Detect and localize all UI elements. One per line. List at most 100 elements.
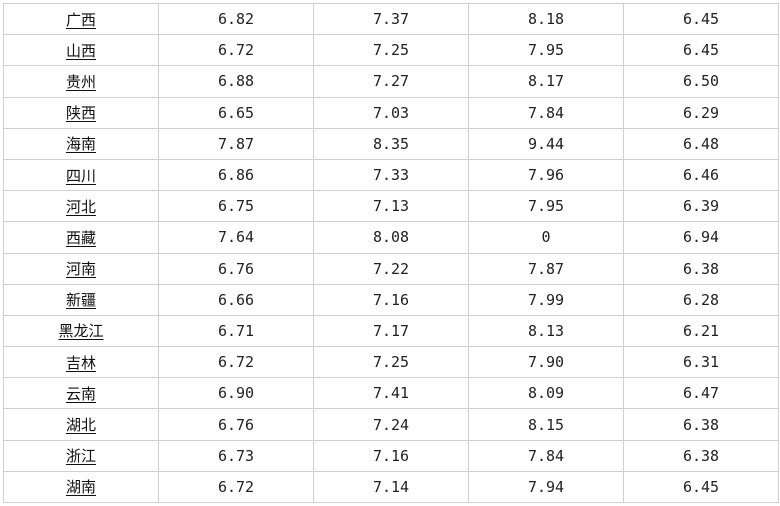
region-link[interactable]: 湖南 [65, 478, 96, 497]
region-link[interactable]: 四川 [65, 166, 96, 185]
price-cell: 7.25 [313, 346, 469, 379]
price-cell: 7.64 [158, 221, 314, 254]
region-cell: 黑龙江 [3, 314, 159, 348]
region-link[interactable]: 新疆 [65, 291, 96, 310]
price-cell: 6.72 [158, 470, 314, 504]
price-cell: 6.21 [623, 314, 779, 348]
price-cell: 6.88 [158, 65, 314, 98]
price-cell: 7.94 [468, 470, 624, 504]
region-link[interactable]: 陕西 [65, 104, 96, 123]
region-cell: 陕西 [3, 96, 159, 129]
region-link[interactable]: 山西 [65, 41, 96, 60]
price-cell: 7.95 [468, 34, 624, 67]
region-cell: 云南 [3, 377, 159, 410]
price-table: 广西 6.82 7.37 8.18 6.45 山西 6.72 7.25 7.95 6.45 贵州 6.… [3, 2, 779, 504]
table-row: 湖南 6.72 7.14 7.94 6.45 [3, 470, 779, 504]
table-row: 河南 6.76 7.22 7.87 6.38 [3, 252, 779, 285]
region-cell: 吉林 [3, 346, 159, 379]
price-cell: 6.75 [158, 190, 314, 223]
price-cell: 6.45 [623, 2, 779, 36]
region-cell: 浙江 [3, 439, 159, 472]
region-cell: 新疆 [3, 283, 159, 316]
price-cell: 8.09 [468, 377, 624, 410]
table-row: 贵州 6.88 7.27 8.17 6.50 [3, 65, 779, 98]
price-cell: 6.76 [158, 252, 314, 285]
price-cell: 9.44 [468, 127, 624, 160]
price-cell: 6.76 [158, 408, 314, 441]
table-row: 海南 7.87 8.35 9.44 6.48 [3, 127, 779, 160]
region-link[interactable]: 吉林 [65, 353, 96, 372]
table-row: 黑龙江 6.71 7.17 8.13 6.21 [3, 314, 779, 348]
price-cell: 6.38 [623, 439, 779, 472]
price-cell: 7.27 [313, 65, 469, 98]
price-cell: 6.86 [158, 158, 314, 192]
price-cell: 6.28 [623, 283, 779, 316]
price-cell: 7.95 [468, 190, 624, 223]
table-row: 吉林 6.72 7.25 7.90 6.31 [3, 346, 779, 379]
region-link[interactable]: 河南 [65, 260, 96, 279]
price-cell: 8.17 [468, 65, 624, 98]
region-link[interactable]: 云南 [65, 384, 96, 403]
table-row: 四川 6.86 7.33 7.96 6.46 [3, 158, 779, 192]
price-cell: 7.96 [468, 158, 624, 192]
price-cell: 6.31 [623, 346, 779, 379]
price-cell: 8.18 [468, 2, 624, 36]
price-cell: 6.47 [623, 377, 779, 410]
region-link[interactable]: 贵州 [65, 72, 96, 91]
price-cell: 7.13 [313, 190, 469, 223]
table-row: 广西 6.82 7.37 8.18 6.45 [3, 2, 779, 36]
price-cell: 7.99 [468, 283, 624, 316]
price-cell: 6.71 [158, 314, 314, 348]
price-cell: 6.29 [623, 96, 779, 129]
table-row: 湖北 6.76 7.24 8.15 6.38 [3, 408, 779, 441]
price-cell: 8.13 [468, 314, 624, 348]
price-cell: 6.72 [158, 346, 314, 379]
table-row: 新疆 6.66 7.16 7.99 6.28 [3, 283, 779, 316]
region-cell: 贵州 [3, 65, 159, 98]
price-cell: 7.87 [468, 252, 624, 285]
price-cell: 6.46 [623, 158, 779, 192]
price-cell: 6.73 [158, 439, 314, 472]
table-row: 陕西 6.65 7.03 7.84 6.29 [3, 96, 779, 129]
price-cell: 6.94 [623, 221, 779, 254]
region-cell: 河南 [3, 252, 159, 285]
region-cell: 河北 [3, 190, 159, 223]
region-link[interactable]: 湖北 [65, 416, 96, 435]
price-cell: 7.87 [158, 127, 314, 160]
price-cell: 7.84 [468, 439, 624, 472]
table-row: 浙江 6.73 7.16 7.84 6.38 [3, 439, 779, 472]
region-link[interactable]: 广西 [65, 10, 96, 29]
price-cell: 7.37 [313, 2, 469, 36]
price-cell: 6.72 [158, 34, 314, 67]
price-cell: 7.25 [313, 34, 469, 67]
region-cell: 四川 [3, 158, 159, 192]
table-row: 山西 6.72 7.25 7.95 6.45 [3, 34, 779, 67]
price-cell: 6.38 [623, 252, 779, 285]
price-cell: 7.03 [313, 96, 469, 129]
table-row: 西藏 7.64 8.08 0 6.94 [3, 221, 779, 254]
region-cell: 西藏 [3, 221, 159, 254]
region-cell: 山西 [3, 34, 159, 67]
price-cell: 6.50 [623, 65, 779, 98]
price-cell: 7.84 [468, 96, 624, 129]
price-cell: 7.24 [313, 408, 469, 441]
price-cell: 7.41 [313, 377, 469, 410]
region-cell: 海南 [3, 127, 159, 160]
region-link[interactable]: 西藏 [65, 228, 96, 247]
region-link[interactable]: 河北 [65, 197, 96, 216]
region-cell: 湖南 [3, 470, 159, 504]
region-cell: 广西 [3, 2, 159, 36]
price-cell: 7.16 [313, 283, 469, 316]
region-link[interactable]: 海南 [65, 135, 96, 154]
price-cell: 8.08 [313, 221, 469, 254]
price-cell: 6.38 [623, 408, 779, 441]
table-row: 河北 6.75 7.13 7.95 6.39 [3, 190, 779, 223]
price-cell: 7.90 [468, 346, 624, 379]
region-cell: 湖北 [3, 408, 159, 441]
price-cell: 6.65 [158, 96, 314, 129]
region-link[interactable]: 浙江 [65, 447, 96, 466]
price-cell: 6.90 [158, 377, 314, 410]
price-cell: 7.22 [313, 252, 469, 285]
price-cell: 6.66 [158, 283, 314, 316]
region-link[interactable]: 黑龙江 [58, 322, 104, 341]
